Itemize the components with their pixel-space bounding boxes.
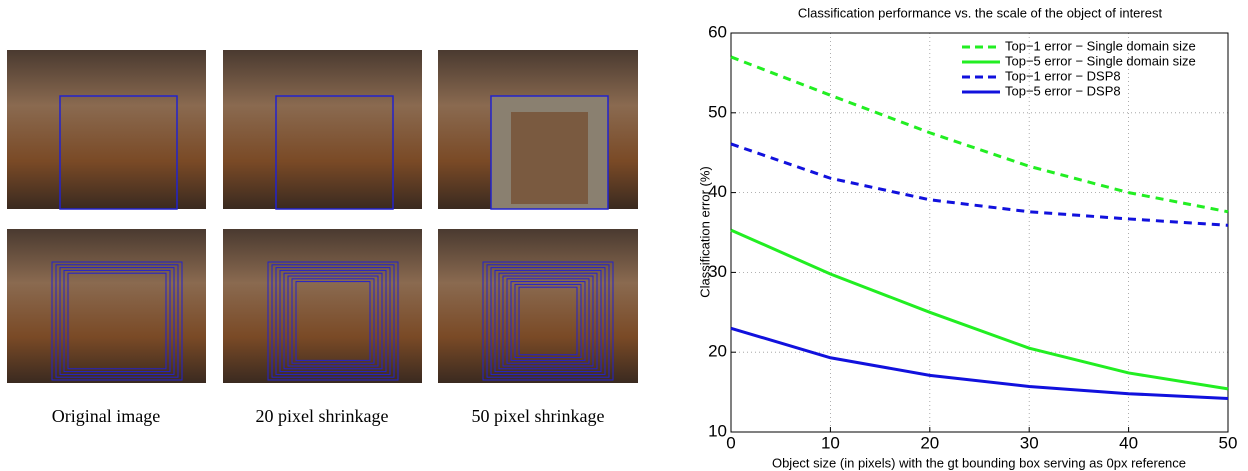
photo — [223, 229, 422, 383]
y-tick-label: 40 — [708, 182, 727, 201]
data-line — [730, 228, 1229, 391]
y-axis-label: Classification error (%) — [697, 166, 712, 297]
photo — [7, 50, 206, 209]
bounding-box — [63, 269, 171, 373]
bounding-box — [283, 272, 383, 370]
caption: 50 pixel shrinkage — [472, 406, 605, 426]
photo-grid — [7, 50, 638, 383]
data-line — [730, 326, 1229, 400]
caption: Original image — [52, 406, 160, 426]
legend-label: Top−5 error − DSP8 — [1005, 83, 1121, 98]
photo — [438, 229, 638, 383]
legend-label: Top−5 error − Single domain size — [1005, 53, 1196, 68]
legend-label: Top−1 error − Single domain size — [1005, 38, 1196, 53]
y-tick-label: 50 — [708, 102, 727, 121]
bounding-box — [59, 267, 175, 375]
x-tick-label: 20 — [920, 433, 939, 452]
data-line — [730, 142, 1229, 227]
x-axis-label: Object size (in pixels) with the gt boun… — [772, 455, 1186, 470]
x-tick-label: 0 — [726, 433, 735, 452]
bounding-box — [287, 275, 379, 367]
plot-frame — [730, 32, 1229, 433]
y-tick-label: 10 — [708, 421, 727, 440]
bounding-box — [518, 286, 578, 356]
data-line — [730, 55, 1229, 214]
bounding-box — [510, 281, 586, 361]
bounding-box — [267, 261, 399, 381]
x-tick-label: 30 — [1020, 433, 1039, 452]
bounding-box — [486, 264, 610, 378]
x-tick-label: 50 — [1219, 433, 1238, 452]
chart-title: Classification performance vs. the scale… — [798, 5, 1163, 20]
bounding-box — [506, 278, 590, 364]
bounding-box — [502, 275, 594, 367]
bounding-box — [482, 261, 614, 381]
x-tick-label: 40 — [1119, 433, 1138, 452]
y-tick-label: 30 — [708, 262, 727, 281]
photo — [223, 50, 422, 209]
bounding-box — [59, 95, 178, 210]
nested-boxes — [51, 261, 614, 381]
photo — [7, 229, 206, 383]
bounding-box — [271, 264, 395, 378]
bounding-box — [291, 278, 375, 364]
bounding-box — [498, 272, 598, 370]
caption: 20 pixel shrinkage — [256, 406, 389, 426]
bounding-box — [275, 95, 394, 210]
bounding-box — [275, 267, 391, 375]
bounding-box — [55, 264, 179, 378]
bounding-box — [67, 272, 167, 370]
bounding-box — [51, 261, 183, 381]
bounding-box — [490, 267, 606, 375]
y-tick-label: 60 — [708, 22, 727, 41]
x-tick-label: 10 — [821, 433, 840, 452]
legend-label: Top−1 error − DSP8 — [1005, 68, 1121, 83]
photo-crop — [511, 112, 588, 204]
y-tick-label: 20 — [708, 342, 727, 361]
bounding-box — [279, 269, 387, 373]
bounding-box — [494, 269, 602, 373]
bounding-box — [514, 283, 582, 359]
bounding-box — [295, 281, 371, 361]
